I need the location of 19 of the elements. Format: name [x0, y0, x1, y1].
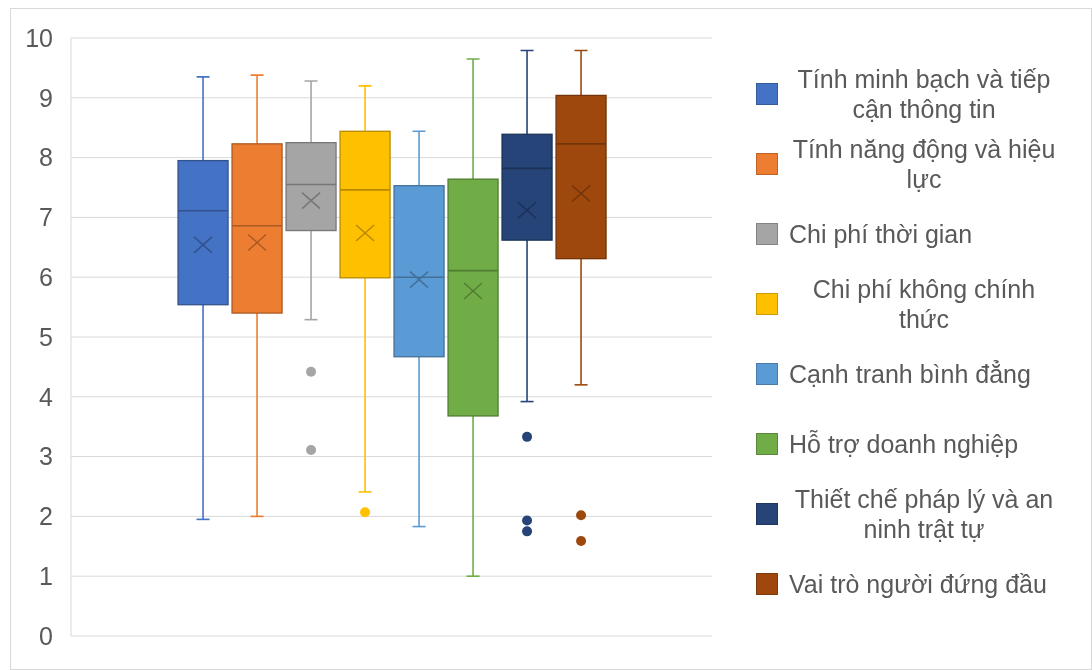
legend-label: Vai trò người đứng đầu: [789, 569, 1047, 599]
legend-label: Cạnh tranh bình đẳng: [789, 359, 1031, 389]
y-tick-label: 2: [39, 502, 53, 531]
y-tick-label: 3: [39, 442, 53, 471]
y-tick-label: 6: [39, 263, 53, 292]
y-tick-label: 7: [39, 203, 53, 232]
legend-label: Tính năng động và hiệu lực: [791, 134, 1057, 194]
y-tick-label: 1: [39, 562, 53, 591]
y-tick-label: 9: [39, 83, 53, 112]
legend-label: Chi phí không chính thức: [811, 274, 1037, 334]
legend-label: Thiết chế pháp lý và an ninh trật tự: [793, 484, 1055, 544]
y-tick-label: 10: [25, 23, 53, 52]
y-tick-label: 0: [39, 621, 53, 650]
y-tick-label: 4: [39, 382, 54, 411]
y-tick-label: 5: [39, 322, 53, 351]
legend-label: Hỗ trợ doanh nghiệp: [789, 429, 1019, 459]
legend-label: Tính minh bạch và tiếp cận thông tin: [796, 64, 1052, 124]
y-tick-label: 8: [39, 143, 53, 172]
legend-label: Chi phí thời gian: [789, 219, 973, 249]
